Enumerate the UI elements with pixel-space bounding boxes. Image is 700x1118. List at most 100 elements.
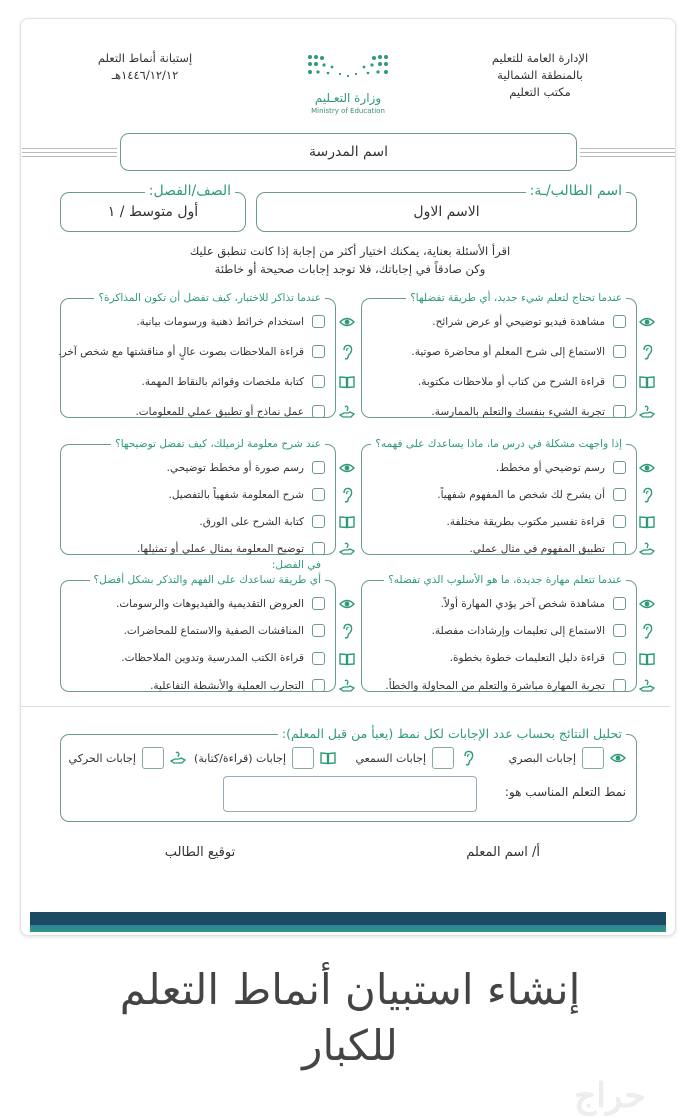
student-signature[interactable]: توقيع الطالب	[164, 845, 236, 860]
eye-icon	[339, 596, 355, 612]
ear-icon	[339, 623, 355, 639]
option-row: قراءة دليل التعليمات خطوة بخطوة.	[450, 651, 626, 665]
logo-text-en: Ministry of Education	[311, 107, 385, 115]
decor-lines-left	[22, 148, 117, 157]
decor-lines-right	[580, 148, 675, 157]
option-checkbox[interactable]	[312, 375, 325, 388]
option-row: استخدام خرائط ذهنية ورسومات بيانية.	[136, 315, 325, 328]
option-checkbox[interactable]	[312, 542, 325, 555]
option-label: قراءة الملاحظات بصوت عالٍ أو مناقشتها مع…	[58, 345, 304, 358]
option-checkbox[interactable]	[312, 461, 325, 474]
option-checkbox[interactable]	[613, 515, 626, 528]
book-icon	[639, 514, 655, 530]
count-group: إجابات السمعي	[355, 747, 476, 769]
analysis-box: تحليل النتائج بحساب عدد الإجابات لكل نمط…	[60, 724, 637, 822]
authority-line: الإدارة العامة للتعليم	[491, 51, 589, 65]
option-checkbox[interactable]	[312, 345, 325, 358]
count-input[interactable]	[292, 747, 314, 769]
option-checkbox[interactable]	[312, 315, 325, 328]
class-label: الصف/الفصل:	[144, 181, 235, 201]
option-label: أن يشرح لك شخص ما المفهوم شفهياً.	[437, 488, 605, 501]
book-icon	[320, 750, 336, 766]
option-row: التجارب العملية والأنشطة التفاعلية.	[150, 679, 325, 692]
option-row: قراءة الكتب المدرسية وتدوين الملاحظات.	[121, 651, 325, 665]
school-name-field[interactable]: اسم المدرسة	[120, 133, 577, 171]
option-row: مشاهدة شخص آخر يؤدي المهارة أولاً.	[441, 597, 626, 610]
option-checkbox[interactable]	[613, 405, 626, 418]
option-checkbox[interactable]	[613, 345, 626, 358]
option-checkbox[interactable]	[613, 542, 626, 555]
survey-date: ١٤٤٦/١٢/١٢هـ	[111, 68, 179, 82]
option-row: كتابة ملخصات وقوائم بالنقاط المهمة.	[142, 375, 325, 388]
banner-title: إنشاء استبيان أنماط التعلم للكبار	[0, 962, 700, 1074]
result-input[interactable]	[223, 776, 477, 812]
section-divider	[20, 706, 670, 707]
book-icon	[639, 651, 655, 667]
option-row: مشاهدة فيديو توضيحي أو عرض شرائح.	[432, 315, 626, 328]
option-checkbox[interactable]	[613, 488, 626, 501]
option-row: الاستماع إلى شرح المعلم أو محاضرة صوتية.	[411, 345, 626, 358]
logo-dots-icon	[308, 55, 388, 78]
option-checkbox[interactable]	[613, 315, 626, 328]
option-checkbox[interactable]	[613, 679, 626, 692]
hand-icon	[338, 541, 356, 557]
option-checkbox[interactable]	[312, 515, 325, 528]
ear-icon	[460, 750, 476, 766]
ear-icon	[639, 487, 655, 503]
instruction-line: اقرأ الأسئلة بعناية، يمكنك اختيار أكثر م…	[189, 244, 511, 258]
banner-line: إنشاء استبيان أنماط التعلم	[119, 965, 581, 1014]
eye-icon	[639, 596, 655, 612]
option-checkbox[interactable]	[613, 651, 626, 665]
instructions: اقرأ الأسئلة بعناية، يمكنك اختيار أكثر م…	[0, 242, 700, 278]
option-checkbox[interactable]	[613, 461, 626, 474]
option-checkbox[interactable]	[312, 405, 325, 418]
survey-title: إستبانة أنماط التعلم	[97, 51, 193, 65]
hand-icon	[638, 541, 656, 557]
form-card	[20, 18, 676, 936]
student-name-label: اسم الطالب/ـة:	[525, 181, 626, 201]
hand-icon	[638, 678, 656, 694]
question-box: إذا واجهت مشكلة في درس ما، ماذا يساعدك ع…	[361, 436, 637, 555]
option-label: تجربة المهارة مباشرة والتعلم من المحاولة…	[385, 679, 605, 692]
analysis-title: تحليل النتائج بحساب عدد الإجابات لكل نمط…	[277, 724, 626, 744]
option-checkbox[interactable]	[613, 597, 626, 610]
student-name-field[interactable]: اسم الطالب/ـة: الاسم الاول	[256, 181, 637, 232]
option-label: قراءة تفسير مكتوب بطريقة مختلفة.	[446, 515, 606, 528]
question-title: أي طريقة تساعدك على الفهم والتذكر بشكل أ…	[89, 572, 325, 588]
option-row: قراءة الملاحظات بصوت عالٍ أو مناقشتها مع…	[58, 345, 325, 358]
book-icon	[339, 514, 355, 530]
option-label: تجربة الشيء بنفسك والتعلم بالممارسة.	[431, 405, 605, 418]
option-label: عمل نماذج أو تطبيق عملي للمعلومات.	[135, 405, 304, 418]
student-name-value: الاسم الاول	[413, 204, 480, 220]
header-authority: الإدارة العامة للتعليم بالمنطقة الشمالية…	[470, 50, 610, 101]
question-title: عندما تحتاج لتعلم شيء جديد، أي طريقة تفض…	[406, 290, 626, 306]
question-box: في الفصل: أي طريقة تساعدك على الفهم والتذ…	[60, 559, 336, 692]
option-label: قراءة الشرح من كتاب أو ملاحظات مكتوبة.	[417, 375, 605, 388]
option-checkbox[interactable]	[312, 679, 325, 692]
count-input[interactable]	[582, 747, 604, 769]
count-input[interactable]	[142, 747, 164, 769]
option-row: قراءة الشرح من كتاب أو ملاحظات مكتوبة.	[418, 375, 626, 388]
option-label: المناقشات الصفية والاستماع للمحاضرات.	[123, 624, 304, 637]
question-title: إذا واجهت مشكلة في درس ما، ماذا يساعدك ع…	[371, 436, 626, 452]
option-row: العروض التقديمية والفيديوهات والرسومات.	[116, 597, 325, 610]
option-row: توضيح المعلومة بمثال عملي أو تمثيلها.	[137, 542, 325, 555]
question-box: عندما تتعلم مهارة جديدة، ما هو الأسلوب ا…	[361, 572, 637, 692]
option-label: توضيح المعلومة بمثال عملي أو تمثيلها.	[136, 542, 304, 555]
option-row: كتابة الشرح على الورق.	[199, 515, 325, 528]
option-label: كتابة ملخصات وقوائم بالنقاط المهمة.	[141, 375, 304, 388]
book-icon	[639, 374, 655, 390]
count-input[interactable]	[432, 747, 454, 769]
option-checkbox[interactable]	[613, 624, 626, 638]
option-label: تطبيق المفهوم في مثال عملي.	[469, 542, 605, 555]
question-box: عندما تحتاج لتعلم شيء جديد، أي طريقة تفض…	[361, 290, 637, 418]
option-checkbox[interactable]	[312, 651, 325, 665]
option-checkbox[interactable]	[312, 624, 325, 638]
option-row: المناقشات الصفية والاستماع للمحاضرات.	[123, 624, 325, 638]
option-checkbox[interactable]	[613, 375, 626, 388]
option-checkbox[interactable]	[312, 488, 325, 501]
option-checkbox[interactable]	[312, 597, 325, 610]
option-label: رسم توضيحي أو مخطط.	[495, 461, 605, 474]
option-row: الاستماع إلى تعليمات وإرشادات مفصلة.	[432, 624, 626, 638]
class-field[interactable]: الصف/الفصل: أول متوسط / ١	[60, 181, 246, 232]
